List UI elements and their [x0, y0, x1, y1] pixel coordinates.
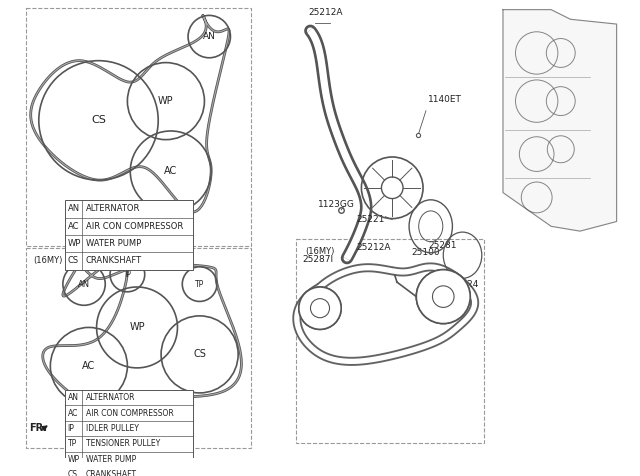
- Bar: [26, 8, 251, 246]
- Text: AN: AN: [68, 205, 80, 213]
- Text: FR.: FR.: [29, 424, 47, 434]
- Text: 25212A: 25212A: [308, 9, 343, 18]
- Polygon shape: [503, 10, 616, 231]
- Text: CRANKSHAFT: CRANKSHAFT: [86, 257, 142, 266]
- Text: 25221: 25221: [356, 215, 385, 224]
- Text: AC: AC: [83, 361, 95, 371]
- Polygon shape: [308, 29, 369, 259]
- Text: (16MY): (16MY): [33, 256, 62, 265]
- Text: ALTERNATOR: ALTERNATOR: [86, 205, 140, 213]
- Text: AN: AN: [78, 279, 90, 288]
- Text: CS: CS: [68, 470, 77, 476]
- Circle shape: [299, 287, 341, 329]
- Text: AN: AN: [68, 393, 79, 402]
- Text: CRANKSHAFT: CRANKSHAFT: [86, 470, 137, 476]
- Polygon shape: [295, 265, 477, 363]
- Text: AC: AC: [68, 409, 78, 417]
- Text: 25124: 25124: [450, 280, 478, 289]
- Text: 1140ET: 1140ET: [428, 95, 461, 104]
- Text: AN: AN: [203, 32, 216, 41]
- Polygon shape: [307, 28, 371, 260]
- Text: TENSIONER PULLEY: TENSIONER PULLEY: [86, 439, 160, 448]
- Bar: [65, 200, 193, 269]
- Text: (16MY): (16MY): [305, 247, 335, 256]
- Text: ALTERNATOR: ALTERNATOR: [86, 393, 136, 402]
- Text: IP: IP: [124, 270, 131, 279]
- Bar: [26, 248, 251, 448]
- Text: IP: IP: [68, 424, 74, 433]
- Text: IDLER PULLEY: IDLER PULLEY: [86, 424, 139, 433]
- Text: TP: TP: [195, 279, 204, 288]
- Text: AIR CON COMPRESSOR: AIR CON COMPRESSOR: [86, 409, 173, 417]
- Bar: [296, 239, 484, 443]
- Text: 25287I: 25287I: [303, 255, 334, 264]
- Text: WP: WP: [158, 96, 173, 106]
- Text: 25100: 25100: [412, 248, 440, 257]
- Text: 25212A: 25212A: [356, 243, 391, 252]
- Text: WATER PUMP: WATER PUMP: [86, 455, 136, 464]
- Text: AC: AC: [164, 167, 177, 177]
- Text: 25281: 25281: [428, 241, 456, 250]
- Text: WATER PUMP: WATER PUMP: [86, 239, 141, 248]
- Bar: [65, 390, 193, 476]
- Text: AC: AC: [68, 222, 79, 231]
- Text: TP: TP: [68, 439, 77, 448]
- Text: CS: CS: [68, 257, 79, 266]
- Text: AIR CON COMPRESSOR: AIR CON COMPRESSOR: [86, 222, 183, 231]
- Text: 1123GG: 1123GG: [318, 200, 355, 209]
- Text: WP: WP: [129, 322, 145, 332]
- Text: WP: WP: [68, 455, 80, 464]
- Text: CS: CS: [193, 349, 206, 359]
- Text: WP: WP: [68, 239, 81, 248]
- Text: CS: CS: [91, 115, 106, 125]
- Circle shape: [416, 269, 470, 324]
- Polygon shape: [293, 263, 479, 365]
